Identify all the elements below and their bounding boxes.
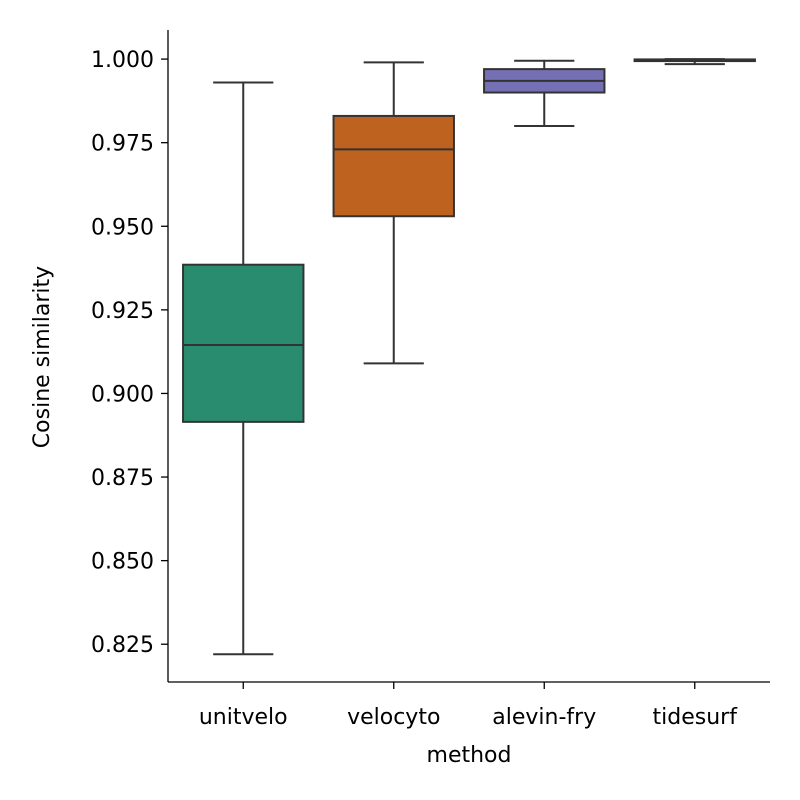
x-tick-label: velocyto bbox=[347, 705, 440, 730]
y-tick-label: 0.875 bbox=[91, 466, 154, 491]
box-unitvelo bbox=[182, 81, 305, 656]
box-alevin-fry bbox=[483, 59, 606, 127]
y-tick-label: 0.850 bbox=[91, 550, 154, 575]
x-tick-label: unitvelo bbox=[199, 705, 288, 730]
x-axis-label: method bbox=[427, 743, 512, 768]
y-tick-label: 0.950 bbox=[91, 215, 154, 240]
y-tick-label: 0.925 bbox=[91, 299, 154, 324]
boxes bbox=[182, 58, 756, 656]
y-axis-label: Cosine similarity bbox=[30, 266, 55, 448]
box-body bbox=[182, 263, 305, 423]
y-tick-label: 0.975 bbox=[91, 132, 154, 157]
box-velocyto bbox=[332, 61, 455, 365]
y-axis-ticks: 0.825 0.850 0.875 0.900 0.925 0.950 0.975 1.000 bbox=[91, 48, 168, 658]
y-tick-label: 0.900 bbox=[91, 382, 154, 407]
axes bbox=[167, 30, 770, 683]
x-tick-label: alevin-fry bbox=[492, 705, 596, 730]
y-tick-label: 0.825 bbox=[91, 633, 154, 658]
y-tick-label: 1.000 bbox=[91, 48, 154, 73]
box-tidesurf bbox=[633, 58, 756, 66]
x-tick-label: tidesurf bbox=[653, 705, 739, 730]
x-axis-ticks: unitvelo velocyto alevin-fry tidesurf bbox=[199, 682, 738, 730]
box-body bbox=[332, 114, 455, 218]
